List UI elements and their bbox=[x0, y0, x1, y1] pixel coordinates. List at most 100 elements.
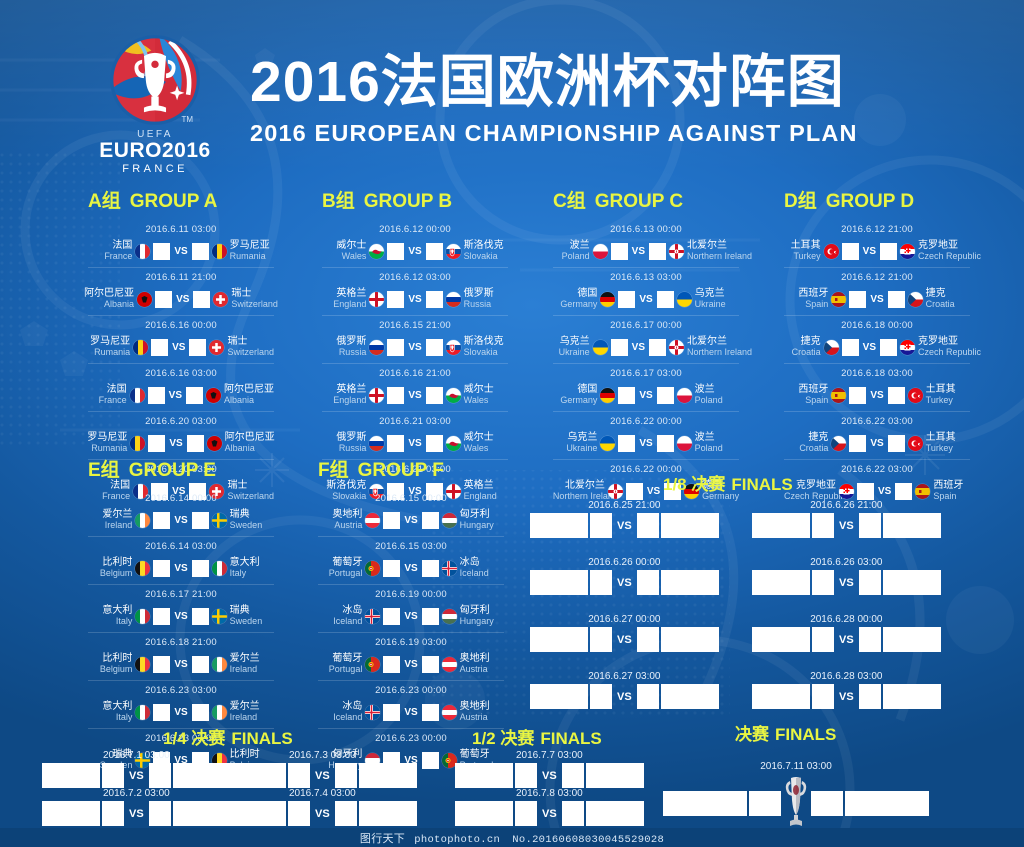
away-score-box[interactable] bbox=[334, 763, 357, 788]
home-score-box[interactable] bbox=[387, 387, 405, 404]
home-score-box[interactable] bbox=[618, 435, 636, 452]
away-score-box[interactable] bbox=[858, 570, 881, 595]
home-score-box[interactable] bbox=[625, 483, 643, 500]
home-score-box[interactable] bbox=[590, 513, 612, 538]
away-score-box[interactable] bbox=[656, 435, 674, 452]
away-score-box[interactable] bbox=[193, 291, 211, 308]
home-score-box[interactable] bbox=[618, 387, 636, 404]
away-score-box[interactable] bbox=[858, 513, 881, 538]
home-score-box[interactable] bbox=[387, 483, 405, 500]
away-team-box[interactable] bbox=[358, 801, 417, 826]
home-team-box[interactable] bbox=[752, 684, 810, 709]
home-team-box[interactable] bbox=[752, 570, 810, 595]
away-team-box[interactable] bbox=[882, 684, 941, 709]
home-score-box[interactable] bbox=[148, 435, 166, 452]
home-score-box[interactable] bbox=[387, 291, 405, 308]
home-score-box[interactable] bbox=[515, 763, 537, 788]
home-score-box[interactable] bbox=[618, 291, 636, 308]
away-score-box[interactable] bbox=[425, 435, 443, 452]
home-score-box[interactable] bbox=[147, 387, 165, 404]
away-score-box[interactable] bbox=[649, 243, 666, 260]
home-score-box[interactable] bbox=[383, 704, 401, 721]
home-score-box[interactable] bbox=[153, 704, 171, 721]
away-score-box[interactable] bbox=[561, 801, 584, 826]
away-score-box[interactable] bbox=[561, 763, 584, 788]
away-score-box[interactable] bbox=[636, 684, 659, 709]
home-score-box[interactable] bbox=[383, 560, 401, 577]
away-score-box[interactable] bbox=[148, 763, 171, 788]
away-team-box[interactable] bbox=[882, 570, 941, 595]
away-score-box[interactable] bbox=[148, 801, 171, 826]
home-score-box[interactable] bbox=[383, 656, 401, 673]
away-team-box[interactable] bbox=[882, 513, 941, 538]
away-score-box[interactable] bbox=[649, 339, 666, 356]
away-team-box[interactable] bbox=[585, 763, 644, 788]
home-score-box[interactable] bbox=[849, 387, 867, 404]
away-score-box[interactable] bbox=[421, 512, 439, 529]
home-score-box[interactable] bbox=[857, 483, 874, 500]
home-score-box[interactable] bbox=[841, 339, 859, 356]
away-score-box[interactable] bbox=[421, 656, 439, 673]
home-team-box[interactable] bbox=[530, 627, 588, 652]
away-score-box[interactable] bbox=[191, 608, 209, 625]
home-team-box[interactable] bbox=[42, 801, 100, 826]
home-score-box[interactable] bbox=[812, 627, 834, 652]
away-score-box[interactable] bbox=[887, 291, 905, 308]
home-score-box[interactable] bbox=[387, 435, 405, 452]
home-score-box[interactable] bbox=[590, 627, 612, 652]
away-score-box[interactable] bbox=[186, 435, 204, 452]
home-team-box[interactable] bbox=[530, 570, 588, 595]
away-score-box[interactable] bbox=[858, 684, 881, 709]
home-score-box[interactable] bbox=[849, 291, 867, 308]
away-team-box[interactable] bbox=[660, 513, 719, 538]
away-score-box[interactable] bbox=[887, 435, 905, 452]
away-team-box[interactable] bbox=[585, 801, 644, 826]
away-score-box[interactable] bbox=[858, 627, 881, 652]
away-score-box[interactable] bbox=[636, 570, 659, 595]
away-team-box[interactable] bbox=[882, 627, 941, 652]
away-score-box[interactable] bbox=[334, 801, 357, 826]
away-team-box[interactable] bbox=[358, 763, 417, 788]
home-score-box[interactable] bbox=[151, 483, 169, 500]
home-score-box[interactable] bbox=[590, 684, 612, 709]
home-score-box[interactable] bbox=[153, 656, 171, 673]
home-team-box[interactable] bbox=[530, 513, 588, 538]
away-score-box[interactable] bbox=[191, 656, 209, 673]
home-score-box[interactable] bbox=[610, 243, 628, 260]
home-score-box[interactable] bbox=[812, 513, 834, 538]
away-team-box[interactable] bbox=[660, 684, 719, 709]
home-team-box[interactable] bbox=[228, 763, 286, 788]
home-team-box[interactable] bbox=[228, 801, 286, 826]
home-score-box[interactable] bbox=[153, 512, 171, 529]
away-score-box[interactable] bbox=[664, 483, 682, 500]
away-score-box[interactable] bbox=[191, 704, 209, 721]
home-score-box[interactable] bbox=[849, 435, 867, 452]
away-score-box[interactable] bbox=[189, 339, 207, 356]
away-score-box[interactable] bbox=[636, 627, 659, 652]
home-score-box[interactable] bbox=[102, 801, 124, 826]
away-team-box[interactable] bbox=[660, 627, 719, 652]
away-team-box[interactable] bbox=[172, 763, 231, 788]
home-team-box[interactable] bbox=[455, 801, 513, 826]
home-score-box[interactable] bbox=[151, 339, 169, 356]
home-score-box[interactable] bbox=[155, 291, 173, 308]
away-score-box[interactable] bbox=[421, 608, 439, 625]
home-score-box[interactable] bbox=[153, 608, 171, 625]
home-team-box[interactable] bbox=[663, 790, 748, 816]
away-score-box[interactable] bbox=[191, 512, 209, 529]
home-team-box[interactable] bbox=[752, 627, 810, 652]
away-team-box[interactable] bbox=[172, 801, 231, 826]
away-score-box[interactable] bbox=[895, 483, 913, 500]
home-score-box[interactable] bbox=[590, 570, 612, 595]
home-team-box[interactable] bbox=[455, 763, 513, 788]
away-score-box[interactable] bbox=[656, 291, 674, 308]
home-score-box[interactable] bbox=[812, 570, 834, 595]
away-score-box[interactable] bbox=[425, 243, 443, 260]
home-score-box[interactable] bbox=[153, 560, 171, 577]
home-score-box[interactable] bbox=[153, 243, 171, 260]
away-score-box[interactable] bbox=[191, 560, 209, 577]
home-score-box[interactable] bbox=[288, 801, 310, 826]
away-score-box[interactable] bbox=[421, 704, 439, 721]
home-team-box[interactable] bbox=[530, 684, 588, 709]
away-team-box[interactable] bbox=[844, 790, 929, 816]
